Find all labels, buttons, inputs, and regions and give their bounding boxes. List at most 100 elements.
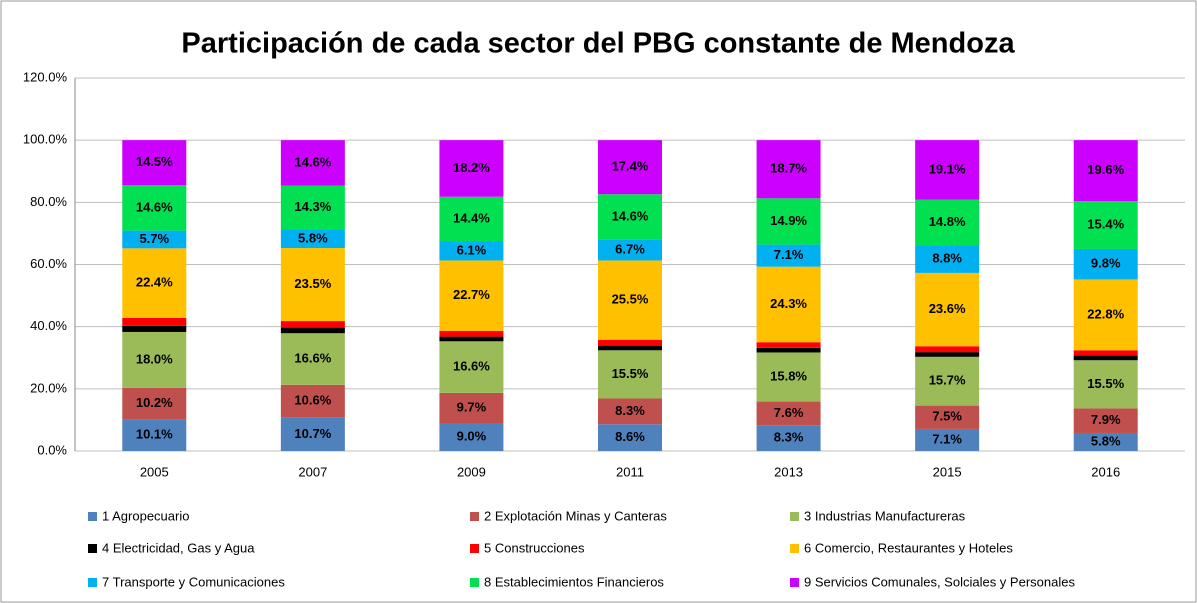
bar-segment [1073, 248, 1138, 280]
x-tick-label: 2011 [616, 464, 644, 479]
bar-segment [439, 423, 504, 451]
legend-swatch [470, 578, 479, 587]
data-label: 14.6% [136, 199, 173, 214]
legend-swatch [88, 544, 97, 553]
bar-segment [439, 336, 504, 342]
bar-segment [122, 185, 187, 231]
bar-segment [122, 140, 187, 186]
legend-label: 4 Electricidad, Gas y Agua [102, 540, 255, 555]
x-tick-label: 2016 [1091, 464, 1120, 479]
bar-segment [122, 331, 187, 388]
legend-label: 7 Transporte y Comunicaciones [102, 574, 285, 589]
y-tick-label: 80.0% [30, 194, 67, 209]
data-label: 5.7% [139, 231, 169, 246]
bar-segment [598, 345, 662, 351]
x-tick-label: 2015 [933, 464, 962, 479]
bar-segment [915, 356, 980, 406]
bar-segment [122, 248, 187, 318]
bar-segment [915, 428, 980, 451]
bar-segment [1073, 432, 1138, 451]
y-tick-label: 0.0% [37, 442, 67, 457]
legend-swatch [790, 544, 799, 553]
bar-segment [598, 350, 662, 399]
legend-label: 6 Comercio, Restaurantes y Hoteles [804, 540, 1013, 555]
legend-swatch [790, 512, 799, 521]
legend-label: 9 Servicios Comunales, Solciales y Perso… [804, 574, 1075, 589]
bar-segment [1073, 279, 1138, 351]
legend-label: 8 Establecimientos Financieros [484, 574, 664, 589]
bar-segment [122, 387, 187, 420]
bar-segment [122, 230, 187, 249]
bar-segment [598, 140, 662, 195]
data-label: 6.7% [615, 241, 645, 256]
bar-segment [756, 352, 821, 402]
bar-segment [280, 321, 345, 328]
bar-segment [915, 199, 980, 246]
legend-swatch [470, 512, 479, 521]
x-tick-label: 2013 [774, 464, 803, 479]
bar-segment [280, 384, 345, 418]
data-label: 7.1% [774, 247, 804, 262]
bar-segment [915, 346, 980, 353]
bar-segment [122, 317, 187, 326]
bar-segment [280, 185, 345, 230]
bar-segment [439, 196, 504, 242]
data-label: 18.7% [770, 161, 807, 176]
legend-label: 3 Industrias Manufactureras [804, 508, 966, 523]
y-tick-label: 40.0% [30, 318, 67, 333]
data-label: 15.8% [770, 368, 807, 383]
legend-swatch [88, 512, 97, 521]
x-tick-label: 2007 [298, 464, 327, 479]
bar-segment [1073, 355, 1138, 361]
data-label: 15.5% [1087, 376, 1124, 391]
bar-segment [439, 392, 504, 424]
legend-label: 5 Construcciones [484, 540, 585, 555]
bar-segment [756, 244, 821, 267]
bar-segment [122, 419, 187, 451]
data-label: 7.9% [1091, 412, 1121, 427]
bar-segment [439, 140, 504, 197]
bar-segment [280, 229, 345, 249]
bar-segment [915, 245, 980, 273]
bar-segment [598, 260, 662, 340]
data-label: 5.8% [1091, 433, 1121, 448]
data-label: 8.3% [774, 430, 804, 445]
data-label: 8.6% [615, 429, 645, 444]
data-label: 10.2% [136, 395, 173, 410]
data-label: 15.4% [1087, 216, 1124, 231]
bar-segment [122, 325, 187, 332]
bar-segment [598, 239, 662, 261]
data-label: 15.7% [929, 373, 966, 388]
data-label: 6.1% [457, 242, 487, 257]
bar-segment [1073, 201, 1138, 249]
data-label: 16.6% [453, 359, 490, 374]
y-tick-label: 60.0% [30, 256, 67, 271]
data-label: 7.5% [932, 409, 962, 424]
x-tick-label: 2005 [140, 464, 169, 479]
bar-segment [280, 327, 345, 334]
data-label: 22.4% [136, 275, 173, 290]
bar-segment [1073, 360, 1138, 409]
bar-segment [598, 194, 662, 240]
data-label: 19.6% [1087, 162, 1124, 177]
data-label: 7.6% [774, 405, 804, 420]
bar-segment [756, 140, 821, 199]
data-label: 9.7% [457, 399, 487, 414]
bar-segment [439, 260, 504, 332]
legend-swatch [790, 578, 799, 587]
bar-segment [1073, 408, 1138, 433]
bar-segment [756, 401, 821, 426]
data-label: 10.6% [294, 393, 331, 408]
data-label: 5.8% [298, 230, 328, 245]
data-label: 22.7% [453, 287, 490, 302]
bar-segment [756, 425, 821, 451]
bar-segment [756, 198, 821, 245]
data-label: 9.0% [457, 428, 487, 443]
legend-swatch [470, 544, 479, 553]
bar-segment [598, 339, 662, 346]
legend-label: 2 Explotación Minas y Canteras [484, 508, 667, 523]
data-label: 18.0% [136, 351, 173, 366]
data-label: 10.1% [136, 427, 173, 442]
